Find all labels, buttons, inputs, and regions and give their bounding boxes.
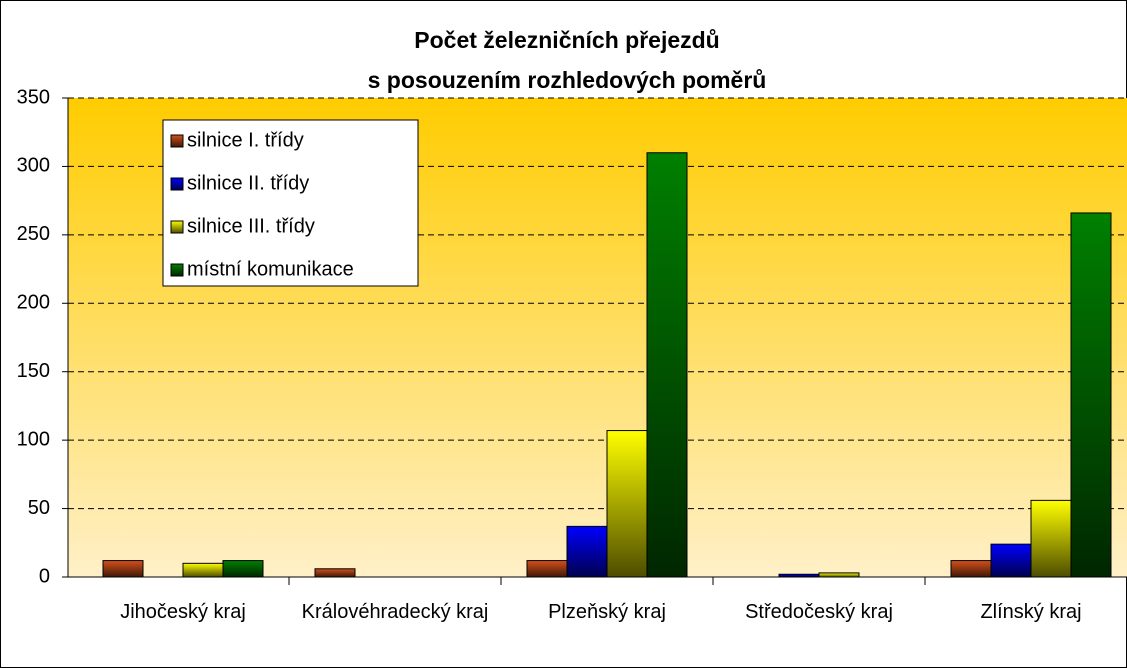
bar [182,562,224,578]
legend-label: místní komunikace [187,258,354,280]
bar [990,543,1032,578]
legend-swatch [170,134,184,148]
bar [314,568,356,578]
y-tick-label: 50 [28,497,50,519]
bar [646,152,688,578]
chart-title: Počet železničních přejezdů [414,27,719,53]
bar [1030,499,1072,578]
y-tick-label: 250 [17,223,50,245]
chart-title: s posouzením rozhledových poměrů [368,67,767,93]
y-tick-label: 100 [17,428,50,450]
y-tick-label: 0 [39,565,50,587]
bar [606,430,648,578]
legend-label: silnice II. třídy [187,172,309,194]
legend-label: silnice I. třídy [187,129,304,151]
legend-swatch [170,220,184,234]
bar [1070,212,1112,578]
y-tick-label: 150 [17,360,50,382]
bar [222,560,264,578]
y-tick-label: 200 [17,292,50,314]
legend-swatch [170,177,184,191]
x-tick-label: Středočeský kraj [745,601,893,623]
legend-swatch [170,263,184,277]
bar [102,560,144,578]
y-tick-label: 300 [17,155,50,177]
legend [162,119,419,287]
bar [778,573,820,578]
bar [566,525,608,578]
bar [950,560,992,578]
x-tick-label: Zlínský kraj [980,601,1082,623]
x-tick-label: Plzeňský kraj [548,601,666,623]
bar [526,560,568,578]
bar [818,572,860,578]
x-tick-label: Jihočeský kraj [120,601,246,623]
x-tick-label: Královéhradecký kraj [301,601,489,623]
y-tick-label: 350 [17,86,50,108]
legend-label: silnice III. třídy [187,215,315,237]
